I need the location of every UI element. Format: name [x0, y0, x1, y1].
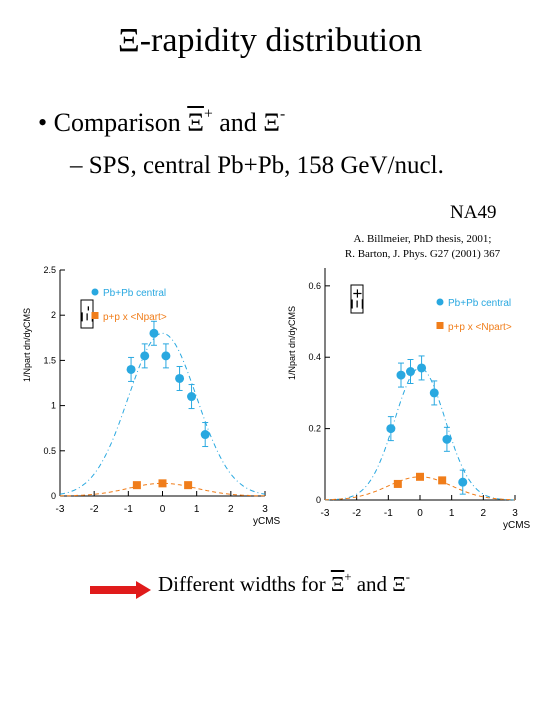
legend-label-pp: p+p x <Npart>	[103, 312, 167, 323]
x-tick-label: -2	[90, 504, 99, 515]
x-tick-label: -3	[56, 504, 65, 515]
pp-point	[393, 479, 402, 488]
pp-point	[132, 481, 141, 490]
legend-marker-pbpb	[91, 288, 99, 296]
y-axis-label: 1/Npart dn/dyCMS	[287, 306, 297, 380]
legend-marker-pbpb	[436, 298, 444, 306]
x-tick-label: 2	[228, 504, 234, 515]
pbpb-point	[429, 388, 439, 398]
reference-line-1: A. Billmeier, PhD thesis, 2001;	[353, 233, 492, 245]
x-tick-label: -1	[124, 504, 133, 515]
pbpb-point	[417, 363, 427, 373]
legend-label-pbpb: Pb+Pb central	[448, 298, 511, 309]
legend-marker-pp	[436, 322, 444, 329]
pp-point	[416, 472, 424, 481]
x-tick-label: 1	[194, 504, 200, 515]
x-tick-label: 1	[449, 508, 455, 519]
footer-lead: Different widths for	[158, 572, 326, 596]
x-tick-label: 3	[512, 508, 518, 519]
y-tick-label: 2.5	[43, 265, 56, 275]
x-axis-label: yCMS	[253, 516, 281, 527]
footer-and: and	[356, 572, 388, 596]
pbpb-point	[161, 351, 171, 361]
pbpb-point	[396, 370, 406, 380]
xi-plus-symbol: Ξ	[187, 108, 204, 137]
x-tick-label: -3	[321, 508, 330, 519]
y-tick-label: 1	[51, 401, 56, 411]
y-tick-label: 2	[51, 310, 56, 320]
y-tick-label: 0.5	[43, 446, 56, 456]
y-tick-label: 0	[316, 495, 321, 505]
slide-title: Ξ-rapidity distribution	[117, 22, 423, 59]
pbpb-point	[458, 477, 468, 487]
footer-plus-sign: +	[344, 569, 352, 584]
arrow-icon	[90, 581, 151, 599]
footer-xi-minus-symbol: Ξ	[392, 572, 406, 596]
footer-xi-plus-symbol: Ξ	[330, 572, 345, 596]
pbpb-point	[406, 367, 415, 377]
xi-minus-symbol: Ξ	[263, 108, 281, 137]
pbpb-point	[442, 434, 452, 444]
reference-line-2: R. Barton, J. Phys. G27 (2001) 367	[344, 248, 501, 260]
y-tick-label: 0.2	[308, 424, 321, 434]
subbullet: – SPS, central Pb+Pb, 158 GeV/nucl.	[70, 152, 444, 179]
pbpb-fit-curve	[59, 332, 266, 495]
x-tick-label: -2	[352, 508, 361, 519]
pbpb-fit-curve	[325, 367, 515, 501]
bullet-marker: •	[38, 108, 48, 137]
pbpb-point	[175, 373, 185, 383]
experiment-label: NA49	[450, 202, 497, 223]
pp-point	[184, 481, 193, 490]
pbpb-point	[140, 351, 150, 361]
panel-label: Ξ+	[348, 288, 367, 309]
xi-minus-sign: -	[280, 105, 286, 123]
and-word: and	[219, 108, 257, 137]
x-tick-label: 2	[481, 508, 487, 519]
xi-minus-chart: -3 -2 -1 0 1 2 3 0 0.5 1 1.5 2 2.5 yCMS 1/Npart dn/dyC…	[22, 265, 281, 527]
pbpb-point	[386, 424, 396, 434]
panel-label-box	[350, 284, 364, 314]
legend-marker-pp	[91, 312, 99, 319]
y-axis-label: 1/Npart dn/dyCMS	[22, 308, 32, 382]
y-tick-label: 0.4	[308, 352, 321, 362]
pbpb-point	[200, 430, 210, 440]
y-tick-label: 0	[51, 491, 56, 501]
pp-point	[158, 479, 167, 488]
y-tick-label: 1.5	[43, 355, 56, 365]
comparison-bullet: • Comparison Ξ+ and Ξ-	[38, 105, 286, 138]
reference: A. Billmeier, PhD thesis, 2001; R. Barto…	[330, 232, 515, 262]
x-tick-label: 0	[160, 504, 166, 515]
footer-text: Different widths for Ξ+ and Ξ-	[158, 569, 410, 597]
footer-minus-sign: -	[405, 569, 410, 584]
x-axis-label: yCMS	[503, 520, 531, 531]
x-tick-label: -1	[384, 508, 393, 519]
xi-plus-sign: +	[203, 105, 213, 123]
x-tick-label: 0	[417, 508, 423, 519]
legend-label-pp: p+p x <Npart>	[448, 322, 512, 333]
x-tick-label: 3	[262, 504, 268, 515]
legend-label-pbpb: Pb+Pb central	[103, 288, 166, 299]
y-tick-label: 0.6	[308, 281, 321, 291]
pbpb-point	[126, 364, 136, 374]
arrow-shape	[90, 581, 151, 599]
pbpb-point	[149, 328, 159, 338]
xi-plus-chart: -3 -2 -1 0 1 2 3 0 0.2 0.4 0.6 yCMS 1/Npart dn/dyCMS…	[287, 268, 531, 531]
pbpb-point	[187, 392, 197, 402]
pp-point	[438, 476, 447, 485]
bullet-text: Comparison	[53, 108, 181, 137]
